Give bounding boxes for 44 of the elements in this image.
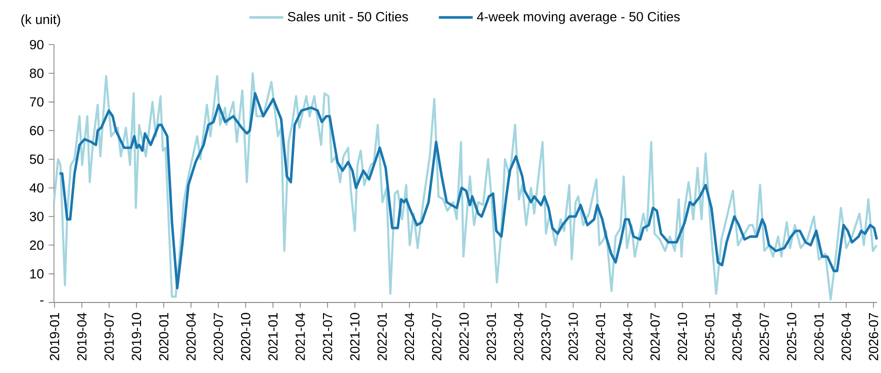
y-tick-label: 20 xyxy=(30,240,44,250)
x-tick-label: 2020-04 xyxy=(186,312,196,360)
x-tick-label: 2024-01 xyxy=(596,313,606,360)
x-tick-label: 2023-04 xyxy=(514,312,524,360)
x-tick-label: 2022-04 xyxy=(404,312,414,360)
x-tick-label: 2019-10 xyxy=(132,312,142,360)
legend-label: Sales unit - 50 Cities xyxy=(288,12,408,22)
x-tick-label: 2025-04 xyxy=(732,312,742,360)
x-tick-label: 2026-07 xyxy=(868,313,878,360)
x-tick-label: 2024-07 xyxy=(650,313,660,360)
y-tick-label: 30 xyxy=(30,212,44,222)
y-tick-label: 80 xyxy=(30,68,44,78)
x-tick-label: 2023-10 xyxy=(568,312,578,360)
x-tick-label: 2026-04 xyxy=(842,312,851,360)
x-tick-label: 2023-07 xyxy=(541,313,551,360)
x-tick-label: 2025-07 xyxy=(760,313,769,360)
x-tick-label: 2023-01 xyxy=(486,313,496,360)
y-tick-label: 40 xyxy=(30,183,44,193)
x-tick-label: 2021-10 xyxy=(350,312,360,360)
x-tick-label: 2020-10 xyxy=(240,312,250,360)
x-tick-label: 2025-10 xyxy=(786,312,796,360)
x-tick-label: 2025-01 xyxy=(705,313,714,360)
x-tick-label: 2024-10 xyxy=(678,312,688,360)
y-tick-label: - xyxy=(40,300,44,302)
x-tick-label: 2026-01 xyxy=(814,313,824,360)
x-tick-label: 2021-07 xyxy=(322,313,332,360)
y-tick-label: 50 xyxy=(30,154,44,164)
x-tick-label: 2022-01 xyxy=(377,313,387,360)
y-tick-label: 90 xyxy=(30,40,44,50)
x-tick-label: 2021-01 xyxy=(268,313,278,360)
y-axis-title: (k unit) xyxy=(21,14,60,27)
x-tick-label: 2019-01 xyxy=(50,313,60,360)
legend-label: 4-week moving average - 50 Cities xyxy=(477,12,680,24)
x-tick-label: 2022-10 xyxy=(459,312,469,360)
x-tick-label: 2019-07 xyxy=(104,313,114,360)
x-tick-label: 2019-04 xyxy=(77,312,87,360)
x-tick-label: 2020-07 xyxy=(214,313,224,360)
x-tick-label: 2024-04 xyxy=(623,312,632,360)
x-tick-label: 2021-04 xyxy=(296,312,305,360)
y-tick-label: 70 xyxy=(30,97,44,107)
y-tick-label: 60 xyxy=(30,126,44,136)
x-tick-label: 2020-01 xyxy=(159,313,168,360)
y-tick-label: 10 xyxy=(30,269,44,279)
x-tick-label: 2022-07 xyxy=(432,313,442,360)
